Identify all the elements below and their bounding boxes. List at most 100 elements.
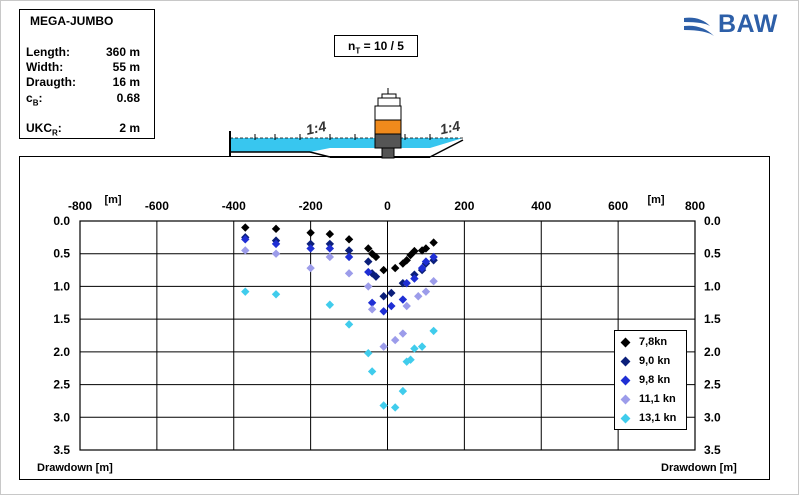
data-point xyxy=(410,274,419,283)
y-tick-label-left: 0.0 xyxy=(53,214,70,228)
series-1 xyxy=(241,223,438,275)
legend-label: 11,1 kn xyxy=(639,393,676,405)
chart-legend: 7,8kn 9,0 kn 9,8 kn 11,1 kn 13,1 kn xyxy=(614,330,687,430)
data-point xyxy=(398,295,408,304)
x-tick-label: -400 xyxy=(222,199,246,213)
x-tick-label: -200 xyxy=(299,199,323,213)
data-point xyxy=(379,342,388,351)
info-value: 360 m xyxy=(105,45,140,59)
data-point xyxy=(364,267,373,277)
legend-item: 9,8 kn xyxy=(615,373,688,389)
data-point xyxy=(410,246,419,256)
data-point xyxy=(421,244,431,253)
info-key: cB: xyxy=(26,91,43,108)
info-row-length: Length: 360 m xyxy=(26,45,150,59)
data-point xyxy=(390,335,400,345)
data-point xyxy=(306,228,315,237)
legend-label: 9,8 kn xyxy=(639,374,671,386)
data-point xyxy=(306,244,315,253)
x-tick-label: -800 xyxy=(68,199,92,213)
chart-grid xyxy=(80,220,695,451)
y-tick-label-left: 0.5 xyxy=(53,247,70,261)
info-key: Width: xyxy=(26,60,64,74)
y-tick-label-left: 2.5 xyxy=(53,378,70,392)
nt-label: nT = 10 / 5 xyxy=(348,39,404,56)
info-value: 2 m xyxy=(119,121,140,135)
data-point xyxy=(271,249,281,258)
data-point xyxy=(371,252,381,262)
info-row-width: Width: 55 m xyxy=(26,60,150,74)
data-point xyxy=(414,292,423,301)
data-point xyxy=(364,244,373,253)
x-unit-label-right: [m] xyxy=(647,194,664,206)
water-area xyxy=(230,138,463,152)
info-row-cb: cB: 0.68 xyxy=(26,91,150,108)
vessel-name: MEGA-JUMBO xyxy=(30,14,114,28)
y-tick-label-left: 1.0 xyxy=(53,279,70,293)
data-point xyxy=(398,386,408,396)
data-point xyxy=(379,307,388,316)
y-tick-label-right: 3.5 xyxy=(704,443,721,457)
left-axis-title: Drawdown [m] xyxy=(37,462,113,474)
data-point xyxy=(379,401,388,410)
data-point xyxy=(306,239,315,249)
info-row-draught: Draugth: 16 m xyxy=(26,75,150,89)
data-point xyxy=(325,239,335,249)
data-point xyxy=(402,256,411,265)
data-point xyxy=(390,263,400,273)
data-point xyxy=(390,403,400,412)
legend-marker-icon xyxy=(620,375,631,386)
y-tick-label-right: 1.5 xyxy=(704,312,721,326)
x-unit-label-left: [m] xyxy=(104,194,121,206)
data-point xyxy=(387,301,396,311)
x-tick-label: -600 xyxy=(145,199,169,213)
info-row-ukc: UKCR: 2 m xyxy=(26,121,150,137)
series-2 xyxy=(241,233,438,301)
data-point xyxy=(402,301,411,311)
info-value: 16 m xyxy=(112,75,140,89)
legend-marker-icon xyxy=(620,394,631,405)
data-point xyxy=(417,342,427,351)
data-point xyxy=(379,292,388,301)
legend-item: 9,0 kn xyxy=(615,354,688,370)
legend-item: 11,1 kn xyxy=(615,392,688,408)
data-point xyxy=(367,367,377,376)
data-point xyxy=(325,300,335,309)
x-tick-label: 200 xyxy=(454,199,474,213)
plot-area-border xyxy=(79,220,696,451)
vessel-info-box: MEGA-JUMBO Length: 360 m Width: 55 m Dra… xyxy=(19,9,155,139)
y-tick-label-right: 3.0 xyxy=(704,410,721,424)
data-point xyxy=(241,235,250,244)
canal-cross-section: 1:4 1:4 xyxy=(229,88,464,159)
data-point xyxy=(271,239,281,249)
data-point xyxy=(364,257,373,266)
vessel-icon xyxy=(374,88,402,159)
info-value: 55 m xyxy=(112,60,140,74)
data-point xyxy=(344,252,354,262)
y-tick-label-right: 2.5 xyxy=(704,378,721,392)
data-point xyxy=(398,329,408,338)
data-point xyxy=(364,282,373,291)
y-tick-label-right: 1.0 xyxy=(704,279,721,293)
right-axis-title: Drawdown [m] xyxy=(661,462,737,474)
info-key: Draugth: xyxy=(26,75,76,89)
data-point xyxy=(367,298,377,307)
data-point xyxy=(325,229,335,239)
data-point xyxy=(421,287,431,296)
x-tick-label: 800 xyxy=(685,199,705,213)
data-point xyxy=(371,272,381,281)
series-4 xyxy=(241,246,438,351)
series-5 xyxy=(241,287,438,412)
chart-points xyxy=(241,223,438,412)
slope-label-right: 1:4 xyxy=(438,117,461,137)
y-tick-label-right: 2.0 xyxy=(704,345,721,359)
legend-marker-icon xyxy=(620,337,631,348)
data-point xyxy=(344,235,354,244)
legend-label: 13,1 kn xyxy=(639,412,677,424)
logo-text: BAW xyxy=(718,10,778,38)
legend-item: 7,8kn xyxy=(615,335,688,351)
data-point xyxy=(241,223,250,232)
distance-ticks xyxy=(254,134,431,140)
series-3 xyxy=(241,235,438,316)
